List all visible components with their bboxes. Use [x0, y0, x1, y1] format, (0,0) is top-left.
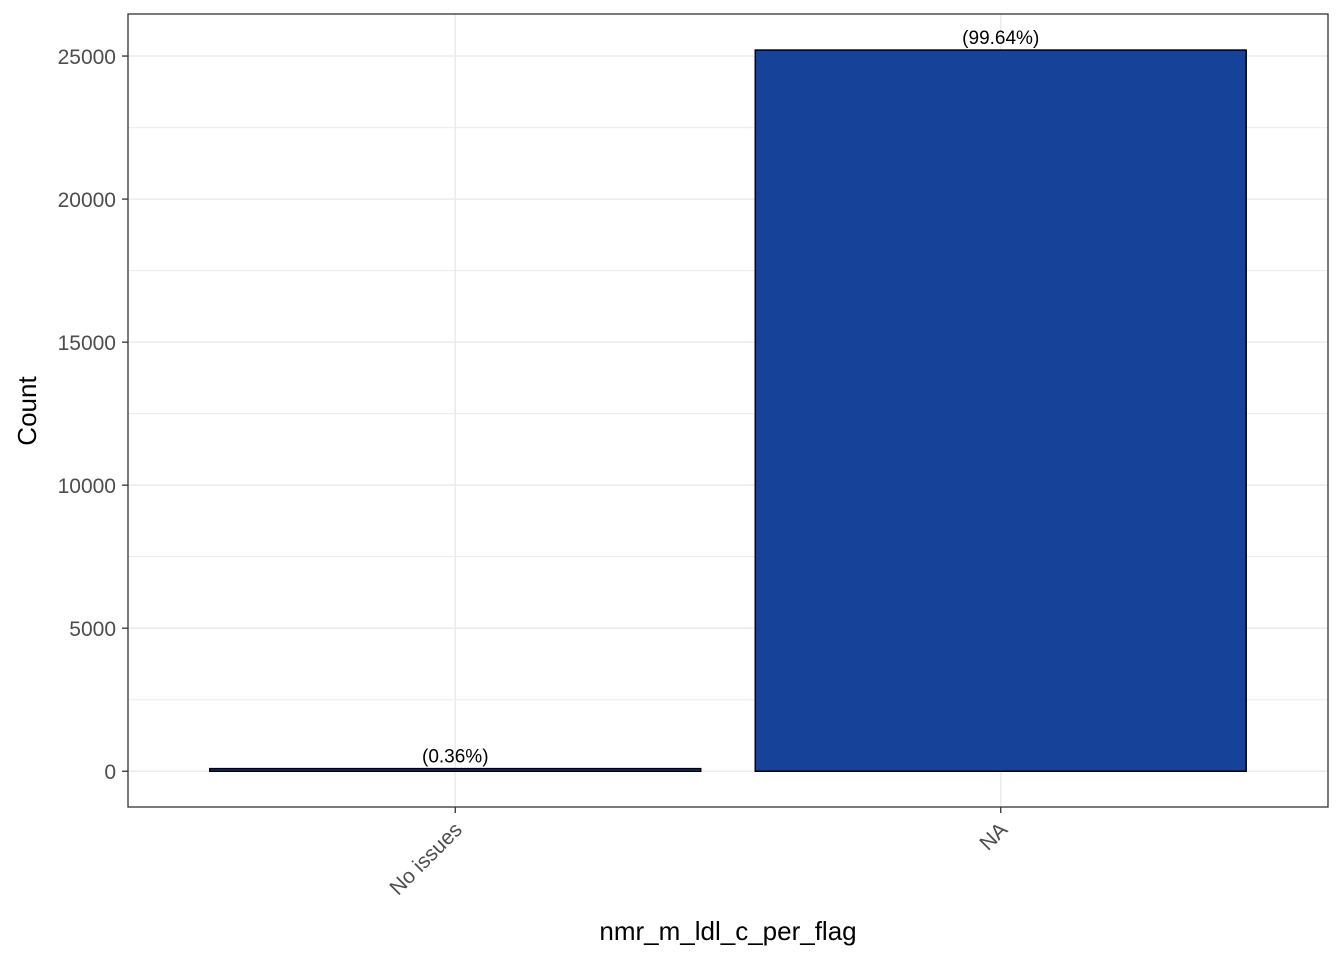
bars — [209, 49, 1247, 772]
x-tick-label: No issues — [385, 818, 466, 899]
x-axis-title: nmr_m_ldl_c_per_flag — [599, 916, 856, 946]
data-label: (0.36%) — [422, 747, 489, 768]
y-axis: 0 5000 10000 15000 20000 25000 — [58, 46, 128, 784]
y-tick-label: 15000 — [58, 332, 116, 355]
data-label: (99.64%) — [962, 28, 1039, 49]
panel-border — [127, 13, 1329, 808]
y-tick-label: 10000 — [58, 475, 116, 498]
y-tick-label: 25000 — [58, 46, 116, 69]
y-tick-label: 20000 — [58, 189, 116, 212]
y-tick-label: 5000 — [69, 618, 116, 641]
bar — [754, 49, 1247, 772]
y-axis-title: Count — [12, 376, 42, 446]
data-labels: (0.36%) (99.64%) — [422, 28, 1039, 768]
x-axis: No issues NA — [385, 807, 1012, 900]
x-tick-label: NA — [975, 818, 1012, 855]
y-tick-label: 0 — [104, 761, 116, 784]
bar — [209, 767, 702, 772]
